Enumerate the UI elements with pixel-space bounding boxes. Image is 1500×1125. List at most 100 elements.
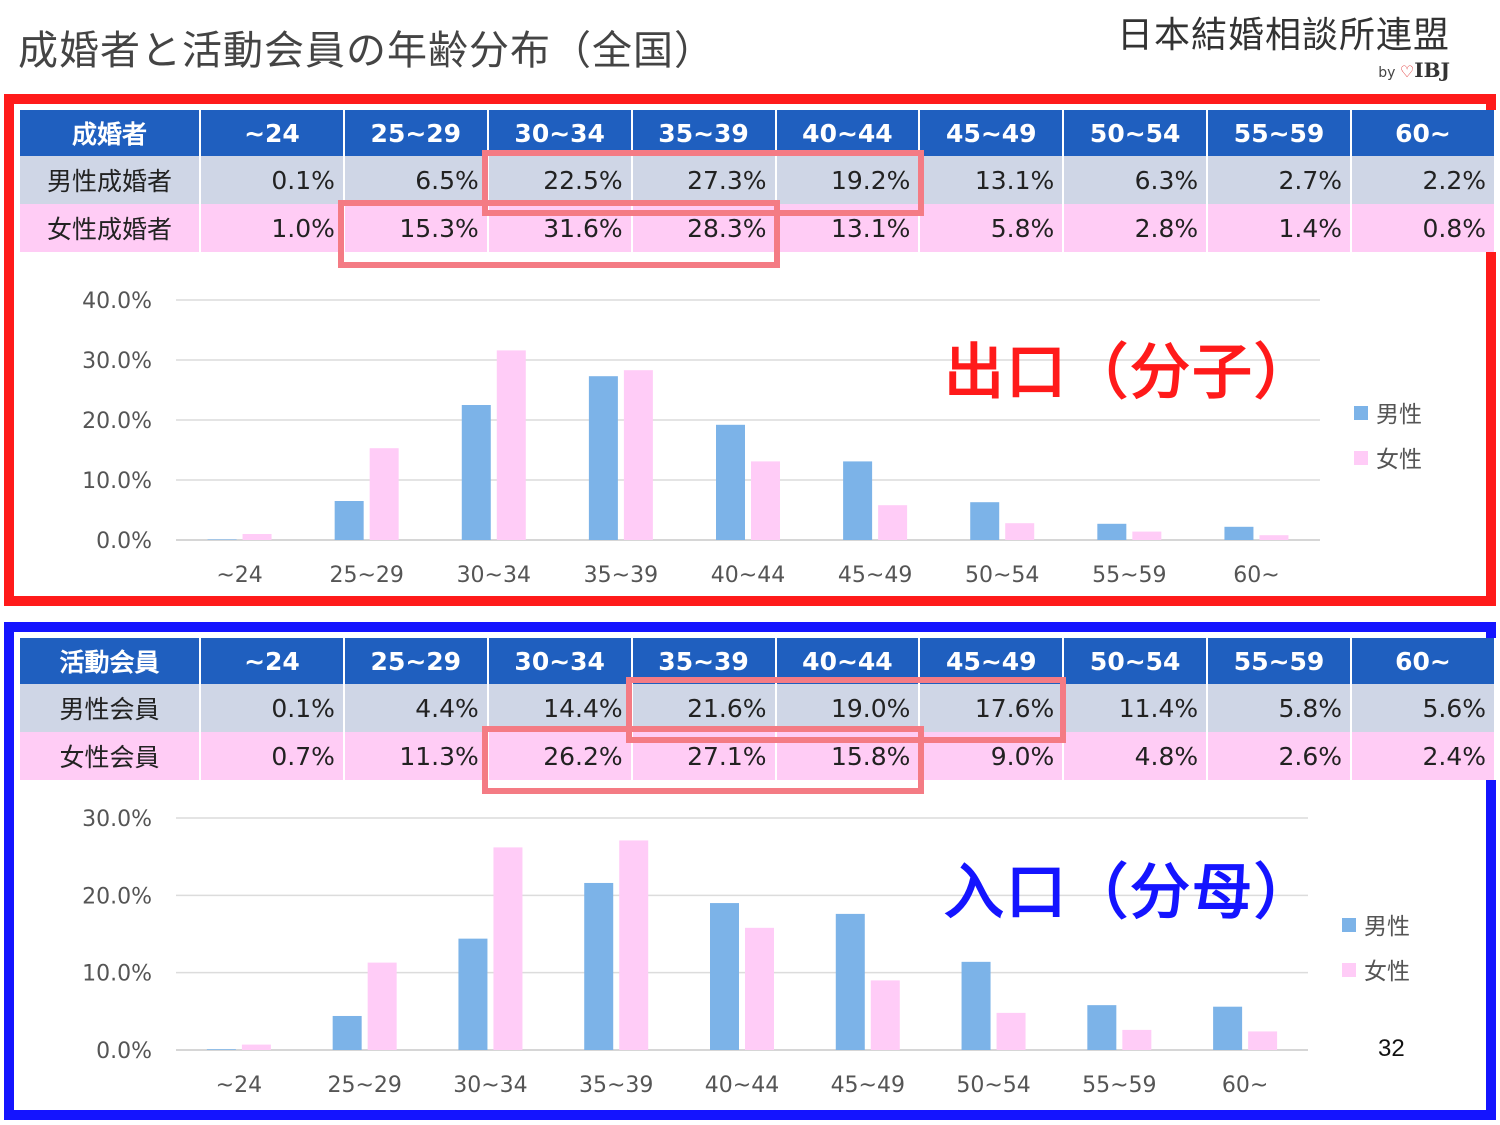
bar [584,882,614,1050]
y-tick-label: 20.0% [82,409,152,434]
bar [619,840,649,1050]
y-tick-label: 0.0% [96,1039,152,1064]
age-header-cell: 45~49 [919,110,1065,156]
value-cell: 1.4% [1207,204,1352,252]
age-header-cell: 25~29 [343,110,489,156]
x-tick-label: 60~ [1222,1073,1268,1098]
y-tick-label: 30.0% [82,807,152,832]
active-bar-chart: 0.0% 10.0% 20.0% 30.0% ~24 25~29 30~34 35~39 40~… [82,807,1410,1098]
logo-text: 日本結婚相談所連盟 [1116,15,1450,56]
value-cell: 15.3% [343,204,489,252]
value-cell: 5.8% [919,204,1065,252]
bar [751,461,780,540]
value-cell: 19.0% [775,684,921,732]
value-cell: 2.8% [1063,204,1209,252]
bar [207,539,237,540]
bar [242,534,272,540]
age-header-cell: 50~54 [1063,638,1209,684]
row-label: 女性成婚者 [20,204,201,252]
value-cell: 27.3% [631,156,777,204]
legend-label: 女性 [1376,447,1422,473]
value-cell: 13.1% [919,156,1065,204]
age-header-cell: 55~59 [1207,638,1352,684]
bar [961,961,991,1050]
bar [461,405,491,540]
bar [493,847,523,1050]
bar [1213,1006,1243,1050]
age-header-cell: 45~49 [919,638,1065,684]
value-cell: 26.2% [487,732,633,780]
value-cell: 31.6% [487,204,633,252]
value-cell: 2.4% [1351,732,1496,780]
x-tick-label: 50~54 [965,563,1039,588]
value-cell: 4.8% [1063,732,1209,780]
exit-panel: 成婚者 ~24 25~29 30~34 35~39 40~44 45~49 50… [4,94,1496,606]
bar [870,980,900,1050]
value-cell: 2.6% [1207,732,1352,780]
row-label: 男性成婚者 [20,156,201,204]
page-title: 成婚者と活動会員の年齢分布（全国） [18,28,715,74]
row-label: 男性会員 [20,684,201,732]
y-tick-label: 40.0% [82,289,152,314]
value-cell: 28.3% [631,204,777,252]
y-tick-label: 0.0% [96,529,152,554]
x-tick-label: 55~59 [1082,1073,1156,1098]
bar [334,501,364,540]
value-cell: 5.6% [1351,684,1496,732]
x-tick-label: 55~59 [1092,563,1166,588]
bar [1132,531,1162,540]
bar [369,448,399,540]
bar [496,350,526,540]
x-tick-label: 45~49 [831,1073,905,1098]
logo-byline: by ♡IBJ [1117,58,1450,82]
age-header-cell: 25~29 [343,638,489,684]
value-cell: 13.1% [775,204,921,252]
age-header-cell: 40~44 [775,638,921,684]
bar [1224,526,1254,540]
x-tick-label: 60~ [1233,563,1279,588]
bar [458,938,488,1050]
bar [206,1049,236,1050]
value-cell: 6.3% [1063,156,1209,204]
value-cell: 0.8% [1351,204,1496,252]
x-tick-label: 30~34 [457,563,531,588]
bar [996,1012,1026,1050]
married-bar-chart: 0.0% 10.0% 20.0% 30.0% 40.0% ~24 25~29 30~34 35~… [82,289,1422,588]
bar [1005,523,1035,540]
x-tick-label: 50~54 [956,1073,1030,1098]
entry-label: 入口（分母） [944,858,1316,928]
bar [1122,1029,1152,1050]
bar [970,502,1000,540]
value-cell: 0.1% [200,156,345,204]
logo-ibj: IBJ [1414,58,1450,82]
bar [623,370,653,540]
age-header-cell: ~24 [200,638,345,684]
x-tick-label: 35~39 [584,563,658,588]
x-tick-label: 30~34 [453,1073,527,1098]
value-cell: 4.4% [343,684,489,732]
company-logo: 日本結婚相談所連盟 by ♡IBJ [1117,6,1450,82]
value-cell: 0.1% [200,684,345,732]
x-tick-label: 40~44 [711,563,785,588]
age-header-cell: 60~ [1351,110,1496,156]
x-tick-label: 25~29 [327,1073,401,1098]
married-header-row: 成婚者 ~24 25~29 30~34 35~39 40~44 45~49 50… [20,110,1496,156]
bar [716,424,745,540]
active-male-row: 男性会員 0.1% 4.4% 14.4% 21.6% 19.0% 17.6% 1… [20,684,1496,732]
legend-swatch [1342,963,1356,977]
bar [241,1044,271,1050]
y-tick-label: 30.0% [82,349,152,374]
x-tick-label: 40~44 [705,1073,779,1098]
bar [878,505,908,540]
exit-label: 出口（分子） [944,338,1316,408]
bar [1087,1005,1117,1050]
value-cell: 2.2% [1351,156,1496,204]
value-cell: 22.5% [487,156,633,204]
bar [1259,535,1289,540]
value-cell: 1.0% [200,204,345,252]
legend-label: 男性 [1376,402,1422,428]
x-tick-label: ~24 [216,1073,262,1098]
legend-label: 男性 [1364,914,1410,940]
value-cell: 9.0% [919,732,1065,780]
bar [1248,1031,1278,1050]
